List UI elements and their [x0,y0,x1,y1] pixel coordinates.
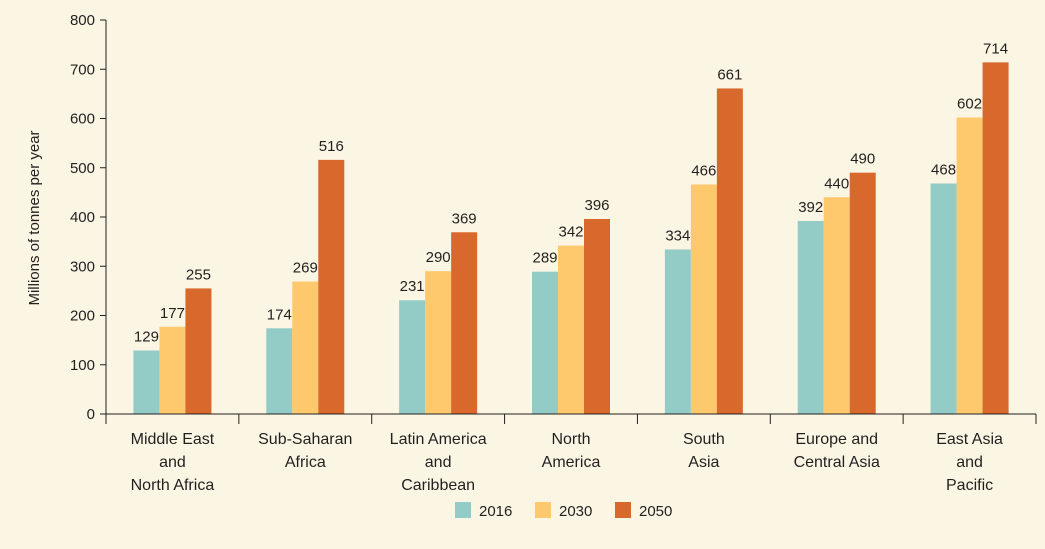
bar [425,271,452,414]
bar [318,159,345,414]
bar-value-label: 269 [293,260,318,277]
bar-value-label: 392 [798,199,823,216]
bar-value-label: 255 [186,266,211,283]
y-tick-label: 800 [70,12,95,29]
y-tick-label: 600 [70,111,95,128]
y-axis-title: Millions of tonnes per year [26,130,43,305]
x-category-label: Latin America and Caribbean [390,431,487,494]
legend-swatch [455,502,471,518]
bar [292,281,319,414]
bar [664,249,691,414]
bar [532,271,558,414]
y-tick-label: 400 [70,209,95,226]
y-axis: 0 100 200 300 400 500 600 700 800 [70,12,107,423]
bar-value-label: 440 [824,175,849,192]
bar-value-label: 129 [134,328,159,345]
bar-value-label: 490 [850,151,875,168]
bar-value-label: 174 [267,306,292,323]
bar-value-label: 396 [584,197,609,214]
bar [266,328,293,414]
bar [584,218,610,414]
bar-value-label: 661 [717,66,742,83]
bar-group [133,62,1009,415]
legend: 2016 2030 2050 [455,502,672,520]
y-tick-label: 700 [70,61,95,78]
bar-value-label: 290 [426,249,451,266]
x-category-label: North America [542,431,601,471]
bar-value-label: 468 [931,162,956,179]
bar-value-label: 231 [400,278,425,295]
x-category-label: Sub-Saharan Africa [258,431,352,471]
y-tick-label: 300 [70,258,95,275]
y-tick-label: 100 [70,357,95,374]
legend-label: 2030 [559,503,592,520]
x-axis: Middle East and North Africa Sub-Saharan Afr… [105,413,1037,494]
bar-value-label: 516 [319,138,344,155]
bar [159,326,186,414]
bar [956,117,983,414]
x-category-label: South Asia [683,431,725,471]
bar [185,288,212,414]
bar-value-label: 369 [452,210,477,227]
legend-label: 2050 [639,503,672,520]
bar [716,88,743,415]
bar [690,184,717,414]
bar [558,245,584,414]
bar-value-label: 177 [160,305,185,322]
bar-value-label: 714 [983,40,1008,57]
y-tick-label: 500 [70,160,95,177]
bar-value-label: 289 [532,250,557,267]
bar-value-label: 342 [558,224,583,241]
bar [930,183,957,414]
bar-value-label: 466 [691,162,716,179]
bar [982,62,1009,414]
bar [133,350,160,414]
bar [399,300,426,414]
bar-value-label: 334 [665,228,690,245]
y-tick-label: 200 [70,308,95,325]
x-category-label: Europe and Central Asia [794,431,880,471]
bar [451,232,478,414]
bar [797,220,824,414]
x-category-label: Middle East and North Africa [131,431,215,494]
bar [849,172,876,414]
y-tick-label: 0 [87,406,95,423]
bar-value-label: 602 [957,96,982,113]
legend-label: 2016 [479,503,512,520]
x-category-label: East Asia and Pacific [936,431,1003,494]
bar [823,197,850,414]
legend-swatch [615,502,631,518]
legend-swatch [535,502,551,518]
